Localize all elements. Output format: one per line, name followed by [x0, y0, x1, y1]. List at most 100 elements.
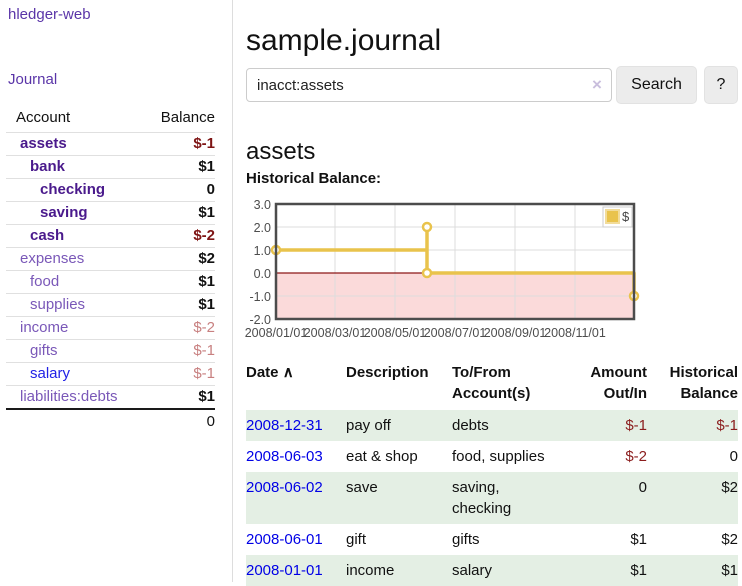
plot-border [274, 202, 636, 321]
account-row: income $-2 [6, 316, 215, 339]
transaction-date-cell: 2008-06-03 [246, 441, 346, 472]
transaction-amount: $1 [582, 555, 647, 586]
header-amount-outin: Amount Out/In [590, 364, 647, 402]
transaction-date-link[interactable]: 2008-12-31 [246, 417, 323, 434]
header-tofrom-accounts: To/From Account(s) [452, 364, 531, 402]
svg-text:2008/07/01: 2008/07/01 [424, 326, 487, 340]
transaction-amount: $-1 [582, 410, 647, 441]
transaction-balance: $1 [647, 555, 738, 586]
transaction-date-link[interactable]: 2008-06-02 [246, 479, 323, 496]
legend-swatch [605, 209, 620, 224]
transaction-accounts: food, supplies [452, 448, 545, 465]
account-row: saving $1 [6, 201, 215, 224]
account-balance: $-1 [193, 135, 215, 152]
account-link[interactable]: assets [20, 135, 67, 152]
search-input[interactable] [246, 68, 612, 102]
account-link[interactable]: saving [40, 204, 88, 221]
account-heading: assets [246, 137, 316, 165]
transaction-accounts: debts [452, 410, 582, 441]
transaction-amount: 0 [582, 472, 647, 524]
transaction-balance: $-1 [647, 410, 738, 441]
transaction-accounts: gifts [452, 531, 480, 548]
transaction-balance: 0 [729, 448, 738, 465]
transaction-row: 2008-06-03 eat & shop food, supplies $-2… [246, 441, 738, 472]
svg-text:2008/05/01: 2008/05/01 [364, 326, 427, 340]
account-row: assets $-1 [6, 132, 215, 155]
transaction-accounts: saving, checking [452, 472, 582, 524]
account-row: expenses $2 [6, 247, 215, 270]
account-row: bank $1 [6, 155, 215, 178]
account-balance: 0 [206, 181, 215, 198]
transaction-row: 2008-12-31 pay off debts $-1 $-1 [246, 410, 738, 441]
svg-text:2008/11/01: 2008/11/01 [544, 326, 606, 340]
search-button[interactable]: Search [616, 66, 697, 104]
account-balance: $-2 [193, 319, 215, 336]
sort-asc-icon: ∧ [282, 364, 294, 381]
svg-text:-1.0: -1.0 [249, 290, 271, 304]
gridlines [276, 204, 634, 319]
transaction-description: eat & shop [346, 448, 418, 465]
transaction-row: 2008-06-02 save saving, checking 0 $2 [246, 472, 738, 524]
y-axis-labels: 3.0 2.0 1.0 0.0 -1.0 -2.0 [249, 198, 271, 327]
account-link[interactable]: bank [30, 158, 66, 175]
svg-text:3.0: 3.0 [254, 198, 271, 212]
account-link[interactable]: salary [30, 365, 71, 382]
account-balance: $-2 [193, 227, 215, 244]
help-button[interactable]: ? [704, 66, 738, 104]
svg-text:2.0: 2.0 [254, 221, 271, 235]
account-balance: $1 [198, 204, 215, 221]
account-link[interactable]: income [20, 319, 69, 336]
clear-search-icon[interactable]: × [592, 75, 602, 94]
account-row: salary $-1 [6, 362, 215, 385]
account-row: food $1 [6, 270, 215, 293]
svg-text:0.0: 0.0 [254, 267, 271, 281]
transaction-date-link[interactable]: 2008-01-01 [246, 562, 323, 579]
account-link[interactable]: food [30, 273, 60, 290]
account-link[interactable]: checking [40, 181, 106, 198]
app-title-link[interactable]: hledger-web [8, 6, 91, 23]
account-link[interactable]: cash [30, 227, 65, 244]
transaction-accounts: salary [452, 555, 582, 586]
account-balance: $1 [198, 296, 215, 313]
transaction-date-link[interactable]: 2008-06-03 [246, 448, 323, 465]
account-row: checking 0 [6, 178, 215, 201]
svg-text:2008/03/01: 2008/03/01 [304, 326, 367, 340]
chart-title: Historical Balance: [246, 170, 382, 187]
data-point-markers [270, 221, 640, 302]
register-table: Date ∧ Description To/From Account(s) Am… [246, 362, 738, 586]
accounts-header-account: Account [16, 109, 71, 126]
transaction-date-link[interactable]: 2008-06-01 [246, 531, 323, 548]
account-balance: $2 [198, 250, 215, 267]
account-balance: $1 [198, 273, 215, 290]
account-row: gifts $-1 [6, 339, 215, 362]
account-link[interactable]: supplies [30, 296, 86, 313]
page-title: sample.journal [246, 24, 442, 58]
account-link[interactable]: expenses [20, 250, 85, 267]
sidebar: hledger-web Journal Account Balance asse… [0, 0, 233, 582]
accounts-total-value: 0 [206, 413, 215, 430]
account-row: supplies $1 [6, 293, 215, 316]
account-row: cash $-2 [6, 224, 215, 247]
transaction-balance: $2 [647, 472, 738, 524]
header-date[interactable]: Date ∧ [246, 364, 294, 381]
account-balance: $1 [198, 158, 215, 175]
chart-legend: $ [602, 206, 633, 228]
svg-text:2008/09/01: 2008/09/01 [484, 326, 547, 340]
accounts-table-header: Account Balance [6, 106, 215, 132]
account-link[interactable]: gifts [30, 342, 58, 359]
account-balance: $-1 [193, 365, 215, 382]
transaction-description: pay off [346, 410, 452, 441]
transaction-date-cell: 2008-01-01 [246, 555, 346, 586]
transaction-amount: $-2 [625, 448, 647, 465]
register-header-row: Date ∧ Description To/From Account(s) Am… [246, 362, 738, 410]
x-axis-labels: 2008/01/01 2008/03/01 2008/05/01 2008/07… [245, 326, 606, 340]
account-balance: $-1 [193, 342, 215, 359]
chart-svg: $ 3.0 2.0 1.0 0.0 -1.0 -2.0 2008/01/01 2… [245, 198, 640, 340]
svg-text:2008/01/01: 2008/01/01 [245, 326, 308, 340]
accounts-rows: assets $-1 bank $1 checking 0 saving $1 … [6, 132, 215, 408]
sidebar-item-journal[interactable]: Journal [8, 71, 58, 88]
account-link[interactable]: liabilities:debts [20, 388, 118, 405]
historical-balance-chart: $ 3.0 2.0 1.0 0.0 -1.0 -2.0 2008/01/01 2… [242, 198, 742, 346]
svg-text:-2.0: -2.0 [249, 313, 271, 327]
accounts-header-balance: Balance [160, 109, 215, 126]
